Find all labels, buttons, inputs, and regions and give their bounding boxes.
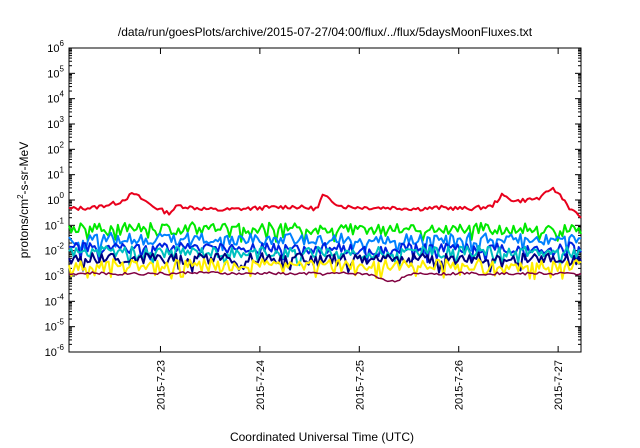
y-tick-label: 10-4	[45, 292, 65, 308]
y-tick-base: 10	[47, 94, 59, 106]
y-tick-base: 10	[47, 170, 59, 182]
y-axis: 10-610-510-410-310-210-11001011021031041…	[45, 39, 581, 359]
y-tick-exp: -4	[57, 292, 65, 301]
y-tick-exp: -2	[57, 242, 65, 251]
y-tick-base: 10	[45, 296, 57, 308]
plot-area: 10-610-510-410-310-210-11001011021031041…	[45, 39, 582, 410]
y-tick-exp: 4	[60, 90, 65, 99]
y-tick-base: 10	[47, 195, 59, 207]
y-tick-label: 104	[47, 90, 64, 106]
x-tick-label: 2015-7-23	[155, 360, 167, 410]
series-line	[68, 186, 582, 219]
x-axis: 2015-7-23 2015-7-24 2015-7-25 2015-7-26 2015…	[155, 48, 565, 410]
y-tick-label: 105	[47, 64, 64, 80]
y-tick-exp: 3	[60, 115, 65, 124]
y-tick-exp: 5	[60, 64, 65, 73]
y-tick-label: 100	[47, 191, 64, 207]
x-tick-label: 2015-7-27	[553, 360, 565, 410]
y-tick-exp: -3	[57, 267, 65, 276]
y-tick-label: 102	[47, 140, 64, 156]
series-group	[68, 186, 582, 283]
y-tick-base: 10	[47, 43, 59, 55]
y-tick-label: 10-1	[45, 216, 65, 232]
y-tick-exp: -5	[57, 318, 65, 327]
series-line	[68, 251, 582, 274]
y-tick-label: 10-2	[45, 242, 65, 258]
y-tick-base: 10	[45, 271, 57, 283]
y-tick-label: 101	[47, 166, 64, 182]
x-tick-label: 2015-7-26	[454, 360, 466, 410]
y-tick-base: 10	[47, 119, 59, 131]
y-tick-base: 10	[45, 347, 57, 359]
y-tick-base: 10	[45, 220, 57, 232]
x-tick-label: 2015-7-24	[255, 360, 267, 410]
chart-title: /data/run/goesPlots/archive/2015-07-27/0…	[118, 25, 533, 39]
y-axis-title-sup: 2	[16, 194, 25, 199]
series-line	[68, 241, 582, 264]
y-tick-exp: 6	[60, 39, 65, 48]
y-tick-base: 10	[47, 144, 59, 156]
y-tick-label: 10-5	[45, 318, 65, 334]
y-tick-label: 10-3	[45, 267, 65, 283]
y-tick-label: 106	[47, 39, 64, 55]
y-axis-title-rest: -s-sr-MeV	[17, 142, 31, 195]
y-tick-label: 10-6	[45, 343, 65, 359]
series-line	[68, 270, 582, 283]
y-tick-exp: 2	[60, 140, 65, 149]
y-tick-exp: 1	[60, 166, 65, 175]
y-tick-base: 10	[47, 68, 59, 80]
x-axis-title: Coordinated Universal Time (UTC)	[230, 430, 414, 444]
y-tick-label: 103	[47, 115, 64, 131]
series-line	[68, 221, 582, 245]
y-tick-base: 10	[45, 246, 57, 258]
y-axis-title-main: protons/cm	[17, 199, 31, 258]
y-tick-base: 10	[45, 322, 57, 334]
y-tick-exp: -6	[57, 343, 65, 352]
y-tick-exp: 0	[60, 191, 65, 200]
y-axis-title: protons/cm2-s-sr-MeV	[16, 142, 31, 258]
y-tick-exp: -1	[57, 216, 65, 225]
x-tick-label: 2015-7-25	[354, 360, 366, 410]
